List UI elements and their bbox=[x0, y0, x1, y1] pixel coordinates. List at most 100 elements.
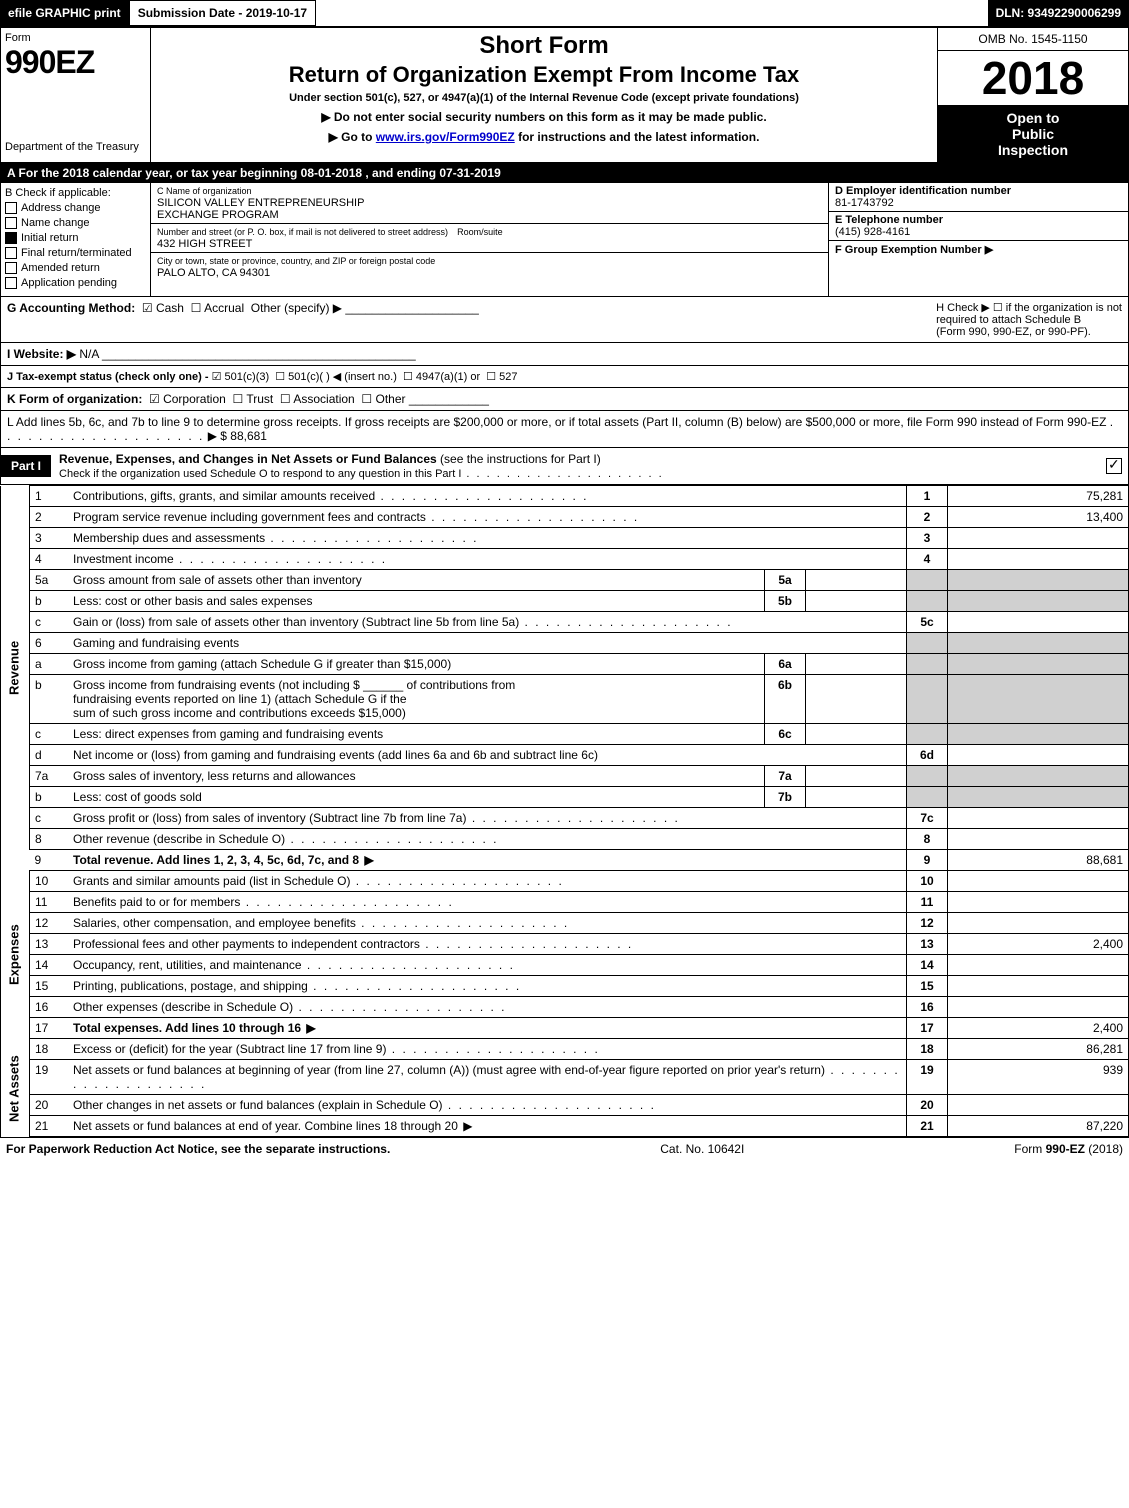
section-a: A For the 2018 calendar year, or tax yea… bbox=[0, 163, 1129, 297]
l5b-num: b bbox=[30, 591, 69, 612]
dept-treasury: Department of the Treasury bbox=[5, 141, 146, 153]
l6b-mini: 6b bbox=[765, 675, 806, 724]
d-label: D Employer identification number bbox=[835, 185, 1011, 197]
row-10: Expenses 10 Grants and similar amounts p… bbox=[1, 871, 1129, 892]
efile-graphic-print: efile GRAPHIC print bbox=[0, 0, 129, 26]
j-opt4: 527 bbox=[499, 371, 517, 383]
open-line-1: Open to bbox=[942, 110, 1124, 126]
l20-num: 20 bbox=[30, 1095, 69, 1116]
section-b-checks: B Check if applicable: Address change Na… bbox=[1, 183, 151, 296]
row-h: H Check ▶ ☐ if the organization is not r… bbox=[936, 301, 1122, 338]
l21-num: 21 bbox=[30, 1116, 69, 1137]
row-6c: c Less: direct expenses from gaming and … bbox=[1, 724, 1129, 745]
l17-num: 17 bbox=[30, 1018, 69, 1039]
l7b-mini: 7b bbox=[765, 787, 806, 808]
row-3: 3 Membership dues and assessments 3 bbox=[1, 528, 1129, 549]
name-block: C Name of organization SILICON VALLEY EN… bbox=[151, 183, 828, 296]
open-line-2: Public bbox=[942, 126, 1124, 142]
l11-num: 11 bbox=[30, 892, 69, 913]
chk-application-pending[interactable]: Application pending bbox=[5, 277, 146, 289]
l7b-desc: Less: cost of goods sold bbox=[68, 787, 765, 808]
l19-amt: 939 bbox=[948, 1060, 1129, 1095]
l4-num: 4 bbox=[30, 549, 69, 570]
b-label: B Check if applicable: bbox=[5, 187, 146, 199]
l6a-idx bbox=[907, 654, 948, 675]
l9-desc: Total revenue. Add lines 1, 2, 3, 4, 5c,… bbox=[68, 850, 907, 871]
c-label: C Name of organization bbox=[157, 186, 252, 196]
l11-desc: Benefits paid to or for members bbox=[68, 892, 907, 913]
chk-final-return[interactable]: Final return/terminated bbox=[5, 247, 146, 259]
l6b-val bbox=[806, 675, 907, 724]
open-line-3: Inspection bbox=[942, 142, 1124, 158]
chk-final-label: Final return/terminated bbox=[21, 247, 132, 259]
l5c-amt bbox=[948, 612, 1129, 633]
org-name-cell: C Name of organization SILICON VALLEY EN… bbox=[151, 183, 828, 224]
row-g-h: G Accounting Method: ☑ Cash ☐ Accrual Ot… bbox=[0, 297, 1129, 343]
l5c-num: c bbox=[30, 612, 69, 633]
l4-amt bbox=[948, 549, 1129, 570]
j-opt2: 501(c)( ) ◀ (insert no.) bbox=[288, 371, 397, 383]
l1-amt: 75,281 bbox=[948, 486, 1129, 507]
l5a-mini: 5a bbox=[765, 570, 806, 591]
phone-value: (415) 928-4161 bbox=[835, 226, 910, 238]
l3-num: 3 bbox=[30, 528, 69, 549]
pointer-2: Go to www.irs.gov/Form990EZ for instruct… bbox=[159, 130, 929, 144]
l6b-desc: Gross income from fundraising events (no… bbox=[68, 675, 765, 724]
l19-idx: 19 bbox=[907, 1060, 948, 1095]
row-21: 21 Net assets or fund balances at end of… bbox=[1, 1116, 1129, 1137]
l5b-val bbox=[806, 591, 907, 612]
row-17: 17 Total expenses. Add lines 10 through … bbox=[1, 1018, 1129, 1039]
dln: DLN: 93492290006299 bbox=[988, 0, 1129, 26]
l1-idx: 1 bbox=[907, 486, 948, 507]
row-14: 14 Occupancy, rent, utilities, and maint… bbox=[1, 955, 1129, 976]
pointer-2-prefix: Go to bbox=[341, 130, 376, 144]
g-cash: Cash bbox=[156, 301, 184, 315]
open-public-inspection: Open to Public Inspection bbox=[938, 106, 1128, 162]
g-other: Other (specify) ▶ bbox=[251, 301, 342, 315]
l8-desc: Other revenue (describe in Schedule O) bbox=[68, 829, 907, 850]
l5b-mini: 5b bbox=[765, 591, 806, 612]
g-label: G Accounting Method: bbox=[7, 301, 135, 315]
short-form-title: Short Form bbox=[159, 32, 929, 60]
l12-num: 12 bbox=[30, 913, 69, 934]
submission-date: Submission Date - 2019-10-17 bbox=[129, 0, 316, 26]
l3-idx: 3 bbox=[907, 528, 948, 549]
part-1-title-note: (see the instructions for Part I) bbox=[440, 452, 601, 466]
page-footer: For Paperwork Reduction Act Notice, see … bbox=[0, 1137, 1129, 1160]
org-name-1: SILICON VALLEY ENTREPRENEURSHIP bbox=[157, 197, 364, 209]
pointer-2-suffix: for instructions and the latest informat… bbox=[518, 130, 759, 144]
l13-num: 13 bbox=[30, 934, 69, 955]
l11-amt bbox=[948, 892, 1129, 913]
chk-initial-return[interactable]: Initial return bbox=[5, 232, 146, 244]
l18-desc: Excess or (deficit) for the year (Subtra… bbox=[68, 1039, 907, 1060]
tax-year: 2018 bbox=[938, 51, 1128, 106]
l5b-idx bbox=[907, 591, 948, 612]
chk-amended-return[interactable]: Amended return bbox=[5, 262, 146, 274]
l6b-idx bbox=[907, 675, 948, 724]
chk-address-change[interactable]: Address change bbox=[5, 202, 146, 214]
j-label: J Tax-exempt status (check only one) - bbox=[7, 371, 209, 383]
l7c-amt bbox=[948, 808, 1129, 829]
year-line: A For the 2018 calendar year, or tax yea… bbox=[1, 163, 1128, 183]
l8-amt bbox=[948, 829, 1129, 850]
f-label: F Group Exemption Number ▶ bbox=[835, 244, 993, 256]
l5a-desc: Gross amount from sale of assets other t… bbox=[68, 570, 765, 591]
chk-name-change[interactable]: Name change bbox=[5, 217, 146, 229]
l17-amt: 2,400 bbox=[948, 1018, 1129, 1039]
group-exemption-cell: F Group Exemption Number ▶ bbox=[829, 241, 1128, 258]
row-2: 2 Program service revenue including gove… bbox=[1, 507, 1129, 528]
part-1-title-block: Revenue, Expenses, and Changes in Net As… bbox=[51, 448, 1106, 484]
l6d-desc: Net income or (loss) from gaming and fun… bbox=[68, 745, 907, 766]
irs-link[interactable]: www.irs.gov/Form990EZ bbox=[376, 130, 515, 144]
l6-idx bbox=[907, 633, 948, 654]
circle-icon bbox=[5, 217, 17, 229]
net-assets-sidelabel: Net Assets bbox=[1, 1039, 30, 1137]
row-6b: b Gross income from fundraising events (… bbox=[1, 675, 1129, 724]
row-5a: 5a Gross amount from sale of assets othe… bbox=[1, 570, 1129, 591]
j-opt3: 4947(a)(1) or bbox=[416, 371, 480, 383]
l15-desc: Printing, publications, postage, and shi… bbox=[68, 976, 907, 997]
revenue-sidelabel: Revenue bbox=[1, 486, 30, 850]
pointer-1: Do not enter social security numbers on … bbox=[159, 110, 929, 124]
l17-idx: 17 bbox=[907, 1018, 948, 1039]
j-opt1: 501(c)(3) bbox=[225, 371, 270, 383]
